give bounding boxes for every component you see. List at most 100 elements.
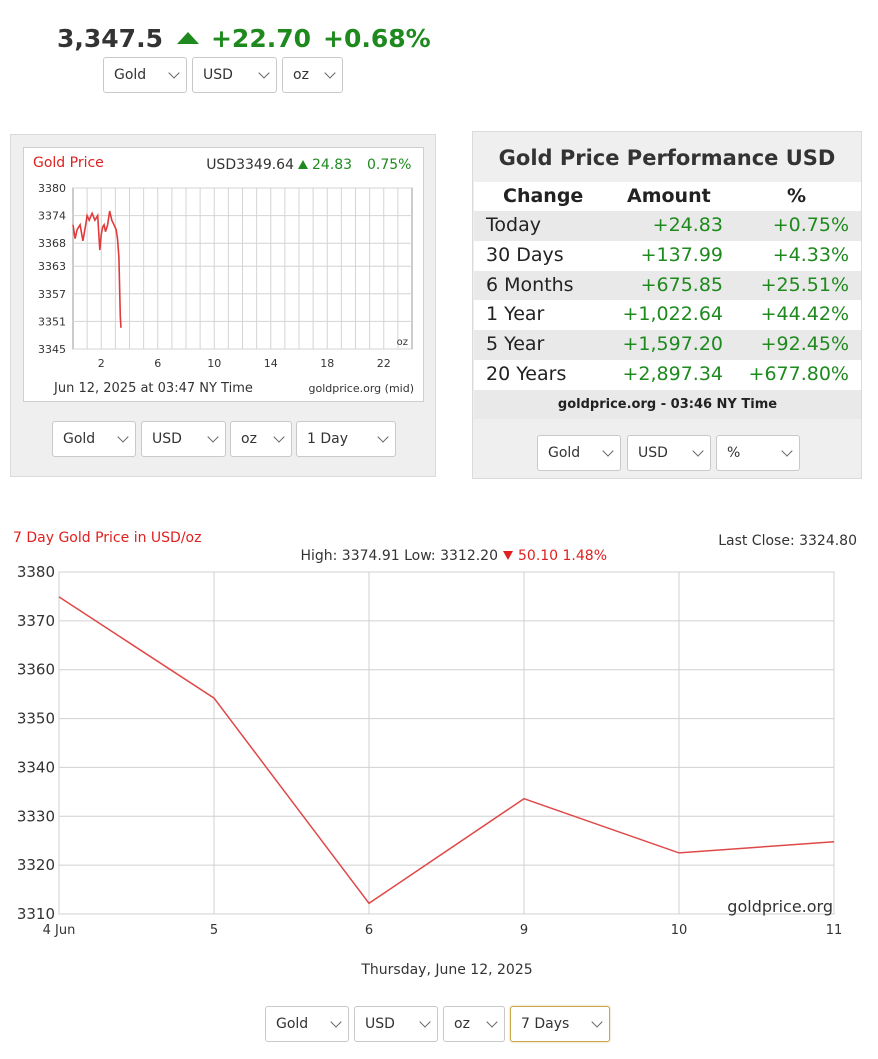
row-amount: +2,897.34 bbox=[622, 363, 723, 385]
seven-day-x-axis-title: Thursday, June 12, 2025 bbox=[360, 962, 532, 978]
intraday-metal-select[interactable]: Gold bbox=[52, 421, 136, 457]
row-percent: +25.51% bbox=[760, 274, 849, 296]
price-ticker: 3,347.5 +22.70 +0.68% bbox=[57, 20, 443, 56]
intraday-unit-select-value: oz bbox=[241, 431, 257, 447]
x-tick-label: 10 bbox=[207, 357, 221, 370]
chart-watermark: goldprice.org bbox=[727, 897, 833, 916]
seven-day-unit-select-value: oz bbox=[454, 1016, 470, 1032]
seven-day-unit-select[interactable]: oz bbox=[443, 1006, 505, 1042]
chevron-down-icon bbox=[117, 431, 129, 443]
seven-day-x-axis: 4 Jun 5 6 9 10 11 bbox=[43, 923, 843, 938]
intraday-y-axis: 3345 3351 3357 3363 3368 3374 3380 bbox=[38, 182, 66, 356]
table-row: 30 Days +137.99 +4.33% bbox=[474, 241, 861, 271]
intraday-quote: USD3349.64 bbox=[206, 157, 294, 173]
y-tick-label: 3330 bbox=[17, 807, 55, 825]
intraday-currency-select-value: USD bbox=[152, 431, 182, 447]
x-tick-label: 2 bbox=[98, 357, 105, 370]
table-row: Today +24.83 +0.75% bbox=[474, 211, 861, 241]
ticker-currency-select[interactable]: USD bbox=[192, 57, 277, 93]
intraday-change: 24.83 bbox=[312, 157, 352, 173]
row-label: 6 Months bbox=[486, 274, 574, 296]
intraday-chart: Gold Price USD3349.64 24.83 0.75% 334533… bbox=[23, 147, 424, 402]
performance-mode-select-value: % bbox=[727, 445, 741, 461]
ticker-metal-select[interactable]: Gold bbox=[103, 57, 187, 93]
last-close-label: Last Close: 3324.80 bbox=[718, 533, 857, 549]
performance-footer: goldprice.org - 03:46 NY Time bbox=[474, 390, 861, 419]
seven-day-range-select-value: 7 Days bbox=[521, 1016, 570, 1032]
y-tick-label: 3320 bbox=[17, 856, 55, 874]
row-amount: +675.85 bbox=[640, 274, 723, 296]
seven-day-metal-select[interactable]: Gold bbox=[265, 1006, 349, 1042]
intraday-range-select[interactable]: 1 Day bbox=[296, 421, 396, 457]
intraday-unit-select[interactable]: oz bbox=[230, 421, 292, 457]
chevron-down-icon bbox=[324, 67, 336, 79]
ticker-metal-select-value: Gold bbox=[114, 67, 147, 83]
row-percent: +4.33% bbox=[772, 244, 849, 266]
seven-day-metal-select-value: Gold bbox=[276, 1016, 309, 1032]
price-change-percent: +0.68% bbox=[323, 23, 431, 53]
y-tick-label: 3363 bbox=[38, 260, 66, 273]
seven-day-price-line bbox=[58, 596, 835, 905]
seven-day-y-axis: 3310 3320 3330 3340 3350 3360 3370 3380 bbox=[17, 563, 55, 923]
row-label: 20 Years bbox=[486, 363, 567, 385]
performance-mode-select[interactable]: % bbox=[716, 435, 800, 471]
seven-day-change: 50.10 1.48% bbox=[518, 548, 607, 564]
y-tick-label: 3351 bbox=[38, 315, 66, 328]
header-amount: Amount bbox=[627, 185, 711, 207]
table-row: 20 Years +2,897.34 +677.80% bbox=[474, 360, 861, 390]
performance-metal-select[interactable]: Gold bbox=[537, 435, 621, 471]
intraday-unit-label: oz bbox=[397, 337, 408, 348]
seven-day-currency-select[interactable]: USD bbox=[354, 1006, 438, 1042]
intraday-price-line bbox=[72, 210, 122, 328]
intraday-chart-title: Gold Price bbox=[33, 155, 104, 171]
chevron-down-icon bbox=[781, 445, 793, 457]
chevron-down-icon bbox=[168, 67, 180, 79]
high-low-label: High: 3374.91 Low: 3312.20 bbox=[300, 548, 498, 564]
intraday-x-axis: 2 6 10 14 18 22 bbox=[98, 357, 391, 370]
chevron-down-icon bbox=[419, 1016, 431, 1028]
chevron-down-icon bbox=[591, 1016, 603, 1028]
table-row: 5 Year +1,597.20 +92.45% bbox=[474, 330, 861, 360]
chevron-down-icon bbox=[330, 1016, 342, 1028]
ticker-currency-select-value: USD bbox=[203, 67, 233, 83]
performance-header-row: Change Amount % bbox=[474, 182, 861, 212]
y-tick-label: 3374 bbox=[38, 210, 66, 223]
y-tick-label: 3380 bbox=[38, 182, 66, 195]
x-tick-label: 18 bbox=[320, 357, 334, 370]
row-percent: +677.80% bbox=[748, 363, 849, 385]
ticker-unit-select[interactable]: oz bbox=[282, 57, 343, 93]
intraday-currency-select[interactable]: USD bbox=[141, 421, 226, 457]
y-tick-label: 3368 bbox=[38, 237, 66, 250]
intraday-change-percent: 0.75% bbox=[367, 157, 411, 173]
chevron-down-icon bbox=[207, 431, 219, 443]
y-tick-label: 3340 bbox=[17, 758, 55, 776]
y-tick-label: 3350 bbox=[17, 710, 55, 728]
row-percent: +0.75% bbox=[772, 214, 849, 236]
y-tick-label: 3370 bbox=[17, 612, 55, 630]
y-tick-label: 3310 bbox=[17, 905, 55, 923]
x-tick-label: 5 bbox=[210, 923, 218, 938]
seven-day-chart-title: 7 Day Gold Price in USD/oz bbox=[13, 530, 201, 546]
header-change: Change bbox=[503, 185, 584, 207]
chevron-down-icon bbox=[377, 431, 389, 443]
x-tick-label: 11 bbox=[826, 923, 843, 938]
row-label: 30 Days bbox=[486, 244, 564, 266]
row-label: Today bbox=[486, 214, 541, 236]
y-tick-label: 3380 bbox=[17, 563, 55, 581]
seven-day-range-select[interactable]: 7 Days bbox=[510, 1006, 610, 1042]
up-arrow-icon bbox=[176, 32, 199, 44]
ticker-unit-select-value: oz bbox=[293, 67, 309, 83]
row-label: 1 Year bbox=[486, 303, 545, 325]
table-row: 1 Year +1,022.64 +44.42% bbox=[474, 300, 861, 330]
x-tick-label: 10 bbox=[671, 923, 688, 938]
chevron-down-icon bbox=[692, 445, 704, 457]
performance-currency-select-value: USD bbox=[638, 445, 668, 461]
intraday-range-select-value: 1 Day bbox=[307, 431, 349, 447]
x-tick-label: 22 bbox=[377, 357, 391, 370]
performance-currency-select[interactable]: USD bbox=[627, 435, 711, 471]
up-arrow-icon bbox=[298, 160, 308, 169]
intraday-metal-select-value: Gold bbox=[63, 431, 96, 447]
intraday-source: goldprice.org (mid) bbox=[309, 382, 415, 395]
x-tick-label: 6 bbox=[154, 357, 161, 370]
chevron-down-icon bbox=[273, 431, 285, 443]
